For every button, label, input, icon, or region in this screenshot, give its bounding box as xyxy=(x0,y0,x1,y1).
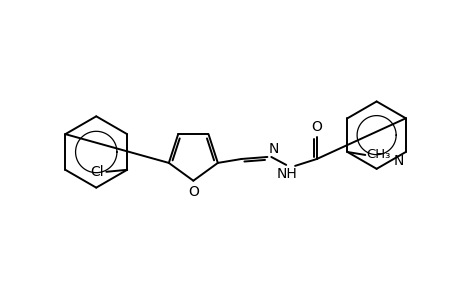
Text: O: O xyxy=(311,120,322,134)
Text: NH: NH xyxy=(276,167,297,181)
Text: O: O xyxy=(187,185,198,199)
Text: N: N xyxy=(268,142,278,156)
Text: CH₃: CH₃ xyxy=(365,148,390,161)
Text: Cl: Cl xyxy=(90,165,104,179)
Text: N: N xyxy=(392,154,403,168)
